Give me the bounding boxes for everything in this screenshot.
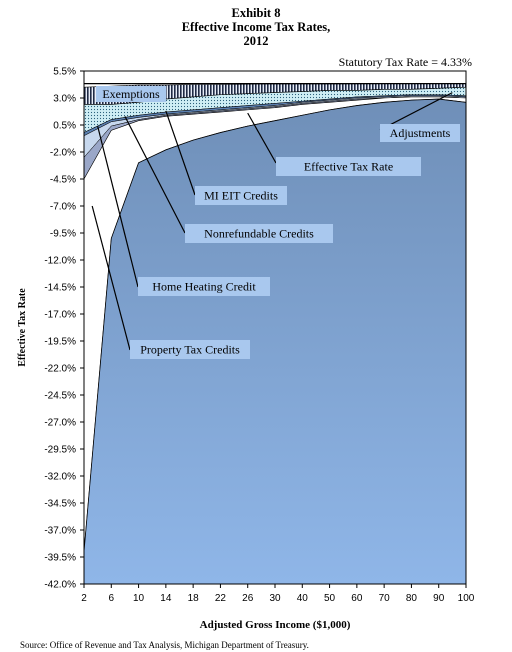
x-tick-label: 14	[160, 593, 172, 604]
x-tick-label: 26	[242, 593, 254, 604]
x-tick-label: 10	[133, 593, 145, 604]
y-tick-label: -34.5%	[44, 499, 76, 510]
x-tick-label: 6	[109, 593, 115, 604]
callout-box	[195, 186, 287, 205]
y-tick-label: -32.0%	[44, 472, 76, 483]
callout-label: MI EIT Credits	[204, 189, 278, 203]
x-tick-label: 30	[269, 593, 281, 604]
y-tick-label: -19.5%	[44, 337, 76, 348]
exhibit-label: Exhibit 8	[231, 6, 281, 20]
callout-label: Home Heating Credit	[152, 280, 256, 294]
chart-title: Effective Income Tax Rates,	[181, 20, 331, 34]
callout-box	[96, 86, 166, 102]
callout-label: Adjustments	[390, 126, 451, 140]
callout-box	[185, 224, 333, 243]
y-tick-label: -37.0%	[44, 526, 76, 537]
y-tick-label: -7.0%	[50, 202, 76, 213]
x-tick-label: 90	[433, 593, 445, 604]
callout-leader	[379, 92, 453, 131]
y-tick-label: -29.5%	[44, 445, 76, 456]
x-tick-label: 2	[81, 593, 87, 604]
callout-box	[130, 340, 250, 359]
callout-box	[138, 277, 270, 296]
x-tick-label: 100	[458, 593, 475, 604]
y-tick-label: 5.5%	[53, 67, 76, 78]
y-axis-label: Effective Tax Rate	[17, 288, 28, 367]
callout-leader	[247, 112, 277, 164]
x-tick-label: 22	[215, 593, 227, 604]
x-tick-label: 60	[351, 593, 363, 604]
x-tick-label: 18	[188, 593, 200, 604]
y-tick-label: -24.5%	[44, 391, 76, 402]
source-note: Source: Office of Revenue and Tax Analys…	[20, 640, 309, 650]
y-tick-label: 0.5%	[53, 121, 76, 132]
callout-leader	[91, 205, 131, 351]
chart-title-block: Exhibit 8 Effective Income Tax Rates, 20…	[0, 6, 512, 48]
x-tick-label: 40	[297, 593, 309, 604]
callout-box	[276, 157, 421, 176]
callout-label: Property Tax Credits	[140, 343, 240, 357]
callout-label: Effective Tax Rate	[304, 160, 393, 174]
y-tick-label: -4.5%	[50, 175, 76, 186]
y-tick-label: -9.5%	[50, 229, 76, 240]
y-tick-label: -14.5%	[44, 283, 76, 294]
callout-label: Exemptions	[102, 87, 160, 101]
y-tick-label: 3.0%	[53, 94, 76, 105]
x-tick-label: 50	[324, 593, 336, 604]
y-tick-label: -22.0%	[44, 364, 76, 375]
y-tick-label: -2.0%	[50, 148, 76, 159]
x-axis-label: Adjusted Gross Income ($1,000)	[200, 619, 351, 631]
y-tick-label: -12.0%	[44, 256, 76, 267]
callout-box	[380, 124, 460, 142]
callout-label: Nonrefundable Credits	[204, 227, 314, 241]
y-tick-label: -17.0%	[44, 310, 76, 321]
statutory-rate-note: Statutory Tax Rate = 4.33%	[338, 55, 472, 69]
y-tick-label: -42.0%	[44, 580, 76, 591]
y-tick-label: -39.5%	[44, 553, 76, 564]
chart-year: 2012	[243, 34, 269, 48]
x-tick-label: 70	[379, 593, 391, 604]
callout-leader	[165, 110, 196, 196]
callout-leader	[97, 125, 139, 288]
callout-leader	[124, 116, 186, 234]
x-tick-label: 80	[406, 593, 418, 604]
y-tick-label: -27.0%	[44, 418, 76, 429]
